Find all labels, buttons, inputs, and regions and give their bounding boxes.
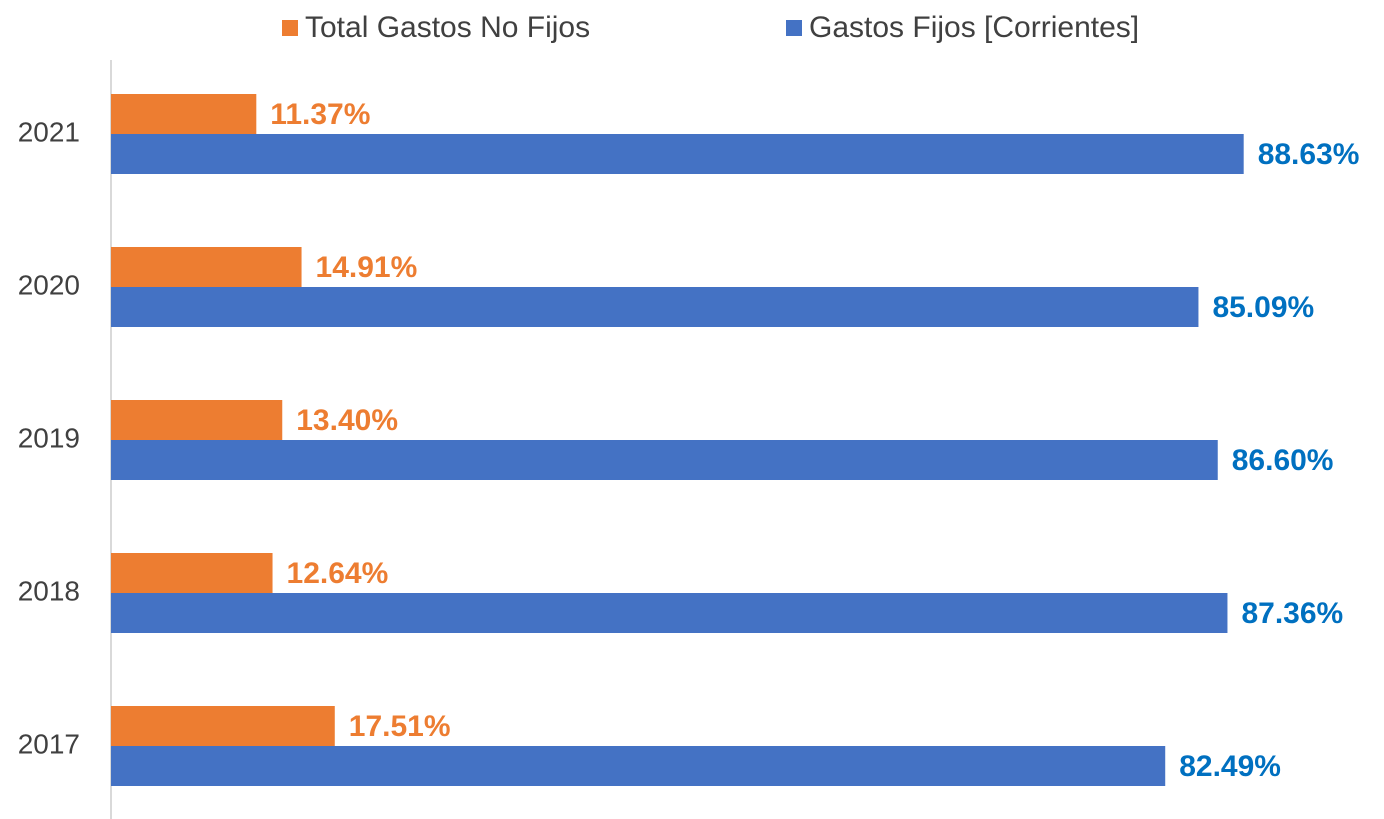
data-label: 87.36% — [1241, 597, 1343, 630]
y-tick-label: 2017 — [18, 728, 80, 759]
data-label: 11.37% — [270, 98, 370, 131]
y-tick-label: 2018 — [18, 575, 80, 606]
data-label: 85.09% — [1212, 291, 1314, 324]
bar — [111, 287, 1199, 327]
bar — [111, 94, 257, 134]
data-label: 17.51% — [349, 710, 451, 743]
bar — [111, 134, 1244, 174]
legend-label: Gastos Fijos [Corrientes] — [809, 11, 1139, 44]
y-tick-label: 2019 — [18, 422, 80, 453]
y-tick-label: 2020 — [18, 269, 80, 300]
data-label: 86.60% — [1232, 444, 1334, 477]
data-label: 14.91% — [316, 251, 418, 284]
bar — [111, 440, 1218, 480]
bar — [111, 553, 273, 593]
legend-label: Total Gastos No Fijos — [305, 11, 590, 44]
bar — [111, 746, 1166, 786]
data-label: 82.49% — [1179, 750, 1281, 783]
legend-swatch — [282, 20, 298, 36]
bar — [111, 593, 1228, 633]
bar — [111, 400, 283, 440]
data-label: 13.40% — [296, 404, 398, 437]
data-label: 12.64% — [287, 557, 389, 590]
legend-swatch — [786, 20, 802, 36]
bar — [111, 706, 335, 746]
bar — [111, 247, 302, 287]
data-label: 88.63% — [1258, 138, 1360, 171]
y-tick-label: 2021 — [18, 116, 80, 147]
